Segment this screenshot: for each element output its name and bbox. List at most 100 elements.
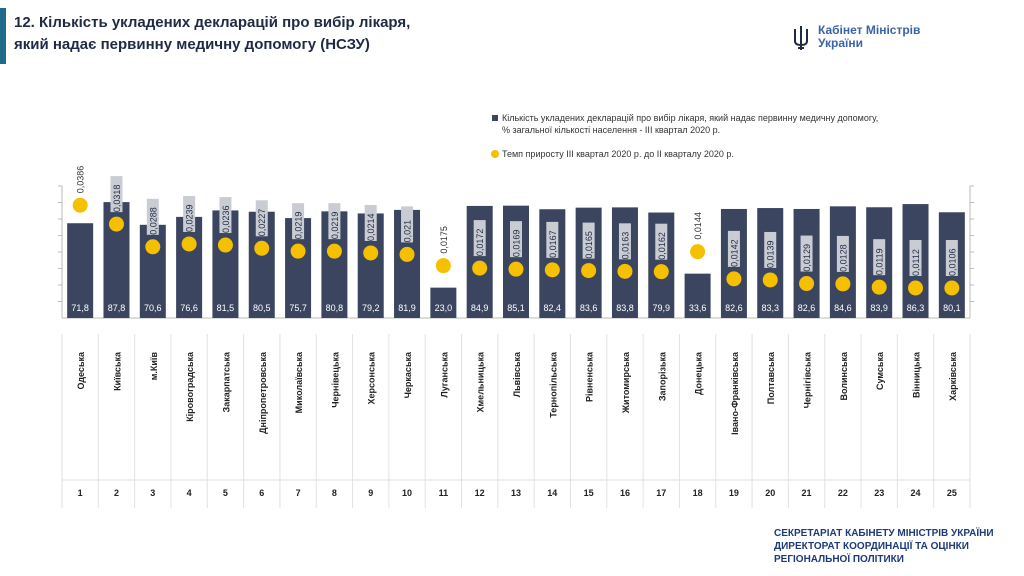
dot-21 [799, 276, 815, 292]
dot-value-label: 0,0227 [257, 209, 267, 237]
bar-value-label: 33,6 [689, 303, 707, 313]
rank-label: 7 [296, 488, 301, 498]
dot-label-box [473, 220, 486, 257]
dot-24 [908, 280, 924, 296]
dot-15 [581, 263, 597, 279]
logo-text: Кабінет Міністрів України [818, 24, 920, 50]
bar-value-label: 82,6 [725, 303, 743, 313]
dot-25 [944, 280, 960, 296]
dot-value-label: 0,0219 [294, 212, 304, 240]
bar-value-label: 80,1 [943, 303, 961, 313]
dot-label-box [183, 195, 196, 232]
legend-label-bars-2: % загальної кількості населення - III кв… [502, 125, 721, 135]
rank-label: 2 [114, 488, 119, 498]
bar-11 [430, 287, 457, 318]
rank-label: 19 [729, 488, 739, 498]
category-label: Львівська [512, 351, 522, 397]
dot-5 [217, 237, 233, 253]
legend-label-dots: Темп приросту III квартал 2020 р. до II … [502, 149, 734, 159]
dot-label-box [764, 231, 777, 268]
dot-value-label: 0,0214 [366, 213, 376, 241]
dot-11 [435, 258, 451, 274]
dot-17 [653, 264, 669, 280]
rank-label: 23 [874, 488, 884, 498]
bar-value-label: 87,8 [108, 303, 126, 313]
chart-legend: Кількість укладених декларацій про вибір… [490, 112, 970, 160]
bar-value-label: 83,8 [616, 303, 634, 313]
title-line-2: який надає первинну медичну допомогу (НС… [14, 36, 370, 53]
rank-label: 12 [475, 488, 485, 498]
legend-label-bars-1: Кількість укладених декларацій про вибір… [502, 113, 879, 123]
legend-item-bars: Кількість укладених декларацій про вибір… [490, 112, 970, 136]
bar-value-label: 85,1 [507, 303, 525, 313]
dot-label-box [909, 240, 922, 276]
bar-1 [67, 223, 94, 318]
dot-7 [290, 243, 306, 259]
dot-value-label: 0,0386 [76, 166, 86, 194]
category-label: Харківська [948, 351, 958, 401]
dot-16 [617, 263, 633, 279]
rank-label: 20 [765, 488, 775, 498]
dot-23 [871, 279, 887, 295]
dot-9 [363, 245, 379, 261]
footer-line-1: СЕКРЕТАРІАТ КАБІНЕТУ МІНІСТРІВ УКРАЇНИ [774, 528, 994, 539]
dot-label-box [800, 235, 813, 272]
dot-label-box [510, 221, 522, 258]
bar-value-label: 83,6 [580, 303, 598, 313]
rank-label: 10 [402, 488, 412, 498]
bar-value-label: 82,6 [798, 303, 816, 313]
legend-swatch-dot [491, 150, 499, 158]
bar-value-label: 79,2 [362, 303, 380, 313]
rank-label: 6 [259, 488, 264, 498]
category-label: Хмельницька [476, 351, 486, 412]
category-label: Івано-Франківська [730, 351, 740, 435]
trident-icon [794, 26, 808, 50]
rank-label: 18 [693, 488, 703, 498]
dot-value-label: 0,0106 [947, 248, 957, 276]
bar-value-label: 84,9 [471, 303, 489, 313]
footer-line-2: ДИРЕКТОРАТ КООРДИНАЦІЇ ТА ОЦІНКИ [774, 541, 969, 552]
dot-label-box [618, 223, 631, 260]
category-label: Житомирська [621, 351, 631, 414]
dot-value-label: 0,0175 [439, 226, 449, 254]
dot-label-box [655, 223, 668, 260]
rank-label: 25 [947, 488, 957, 498]
rank-label: 9 [368, 488, 373, 498]
rank-label: 22 [838, 488, 848, 498]
dot-13 [508, 261, 524, 277]
dot-3 [145, 239, 161, 255]
logo-line-2: України [818, 36, 864, 50]
rank-label: 5 [223, 488, 228, 498]
dot-8 [326, 243, 342, 259]
bar-value-label: 76,6 [180, 303, 198, 313]
dot-label-box [836, 235, 849, 272]
dot-label-box [328, 203, 341, 240]
bar-value-label: 84,6 [834, 303, 852, 313]
dot-value-label: 0,0172 [475, 229, 485, 257]
dot-label-box [945, 240, 958, 276]
rank-label: 16 [620, 488, 630, 498]
dot-label-box [582, 222, 595, 259]
dot-label-box [255, 200, 268, 237]
rank-label: 14 [547, 488, 557, 498]
rank-label: 13 [511, 488, 521, 498]
rank-label: 8 [332, 488, 337, 498]
dot-label-box [401, 206, 414, 243]
category-label: Сумська [875, 351, 885, 390]
dot-1 [72, 197, 88, 213]
category-label: Вінницька [912, 351, 922, 398]
category-label: Волинська [839, 351, 849, 401]
dot-label-box [110, 176, 123, 213]
dot-value-label: 0,0236 [221, 206, 231, 234]
dot-label-box [364, 204, 377, 241]
dot-value-label: 0,0165 [584, 231, 594, 259]
dot-22 [835, 276, 851, 292]
dot-12 [472, 260, 488, 276]
title-accent-bar [0, 8, 6, 64]
dot-19 [726, 271, 742, 287]
bar-value-label: 81,9 [398, 303, 416, 313]
category-label: Кіровоградська [185, 351, 195, 422]
bar-value-label: 71,8 [71, 303, 89, 313]
footer-line-3: РЕГІОНАЛЬНОЇ ПОЛІТИКИ [774, 554, 904, 565]
dot-value-label: 0,0239 [185, 204, 195, 232]
